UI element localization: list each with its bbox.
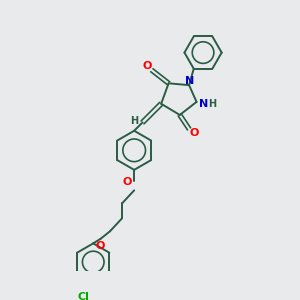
Text: Cl: Cl (78, 292, 90, 300)
Text: H: H (208, 99, 216, 109)
Text: O: O (189, 128, 198, 138)
Text: O: O (142, 61, 152, 70)
Text: O: O (95, 241, 104, 251)
Text: N: N (185, 76, 195, 86)
Text: H: H (130, 116, 138, 125)
Text: N: N (200, 99, 208, 109)
Text: O: O (123, 177, 132, 187)
